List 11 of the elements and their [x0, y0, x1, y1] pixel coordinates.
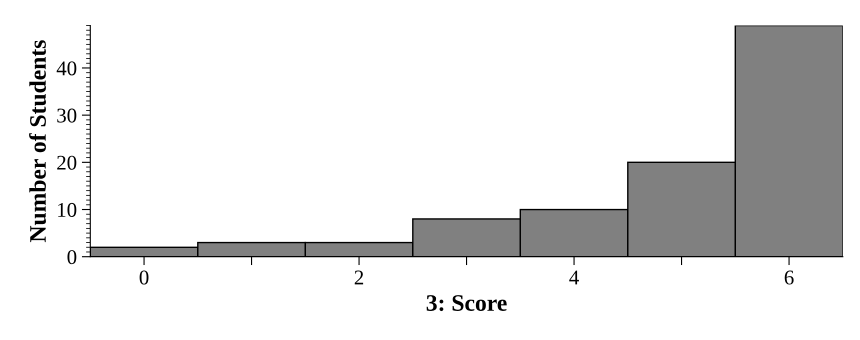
x-tick-label: 4 — [569, 270, 579, 284]
x-tick-label: 6 — [784, 270, 794, 285]
y-axis-title: Number of Students — [29, 40, 46, 242]
x-axis-title: 3: Score — [426, 295, 507, 312]
y-tick-label: 0 — [67, 250, 76, 264]
y-tick-label: 10 — [58, 202, 76, 217]
x-tick-label: 2 — [354, 270, 364, 284]
y-tick-label: 40 — [56, 61, 76, 76]
y-tick-label: 30 — [57, 108, 76, 123]
y-tick-label: 20 — [57, 156, 76, 170]
x-tick-label: 0 — [140, 270, 148, 285]
